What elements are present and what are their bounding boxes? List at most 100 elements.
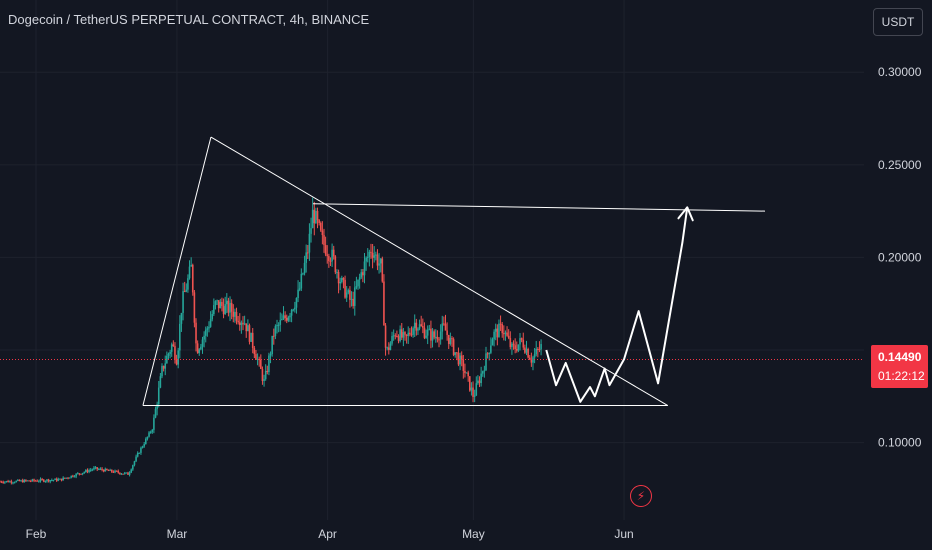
- candle-body: [198, 349, 201, 354]
- candle-body: [452, 339, 455, 355]
- candle-body: [93, 467, 95, 470]
- candle-body: [475, 383, 478, 396]
- candle-body: [313, 209, 316, 224]
- lightning-icon[interactable]: ⚡: [630, 485, 652, 507]
- candle-body: [341, 277, 343, 282]
- candle-body: [96, 467, 98, 470]
- candle-body: [217, 300, 220, 309]
- x-tick-label: Mar: [167, 527, 188, 541]
- candle-body: [407, 332, 410, 336]
- candle-body: [397, 336, 400, 341]
- candle-body: [85, 470, 87, 472]
- candle-body: [460, 355, 463, 360]
- candle-body: [251, 332, 254, 349]
- chart-title: Dogecoin / TetherUS PERPETUAL CONTRACT, …: [8, 12, 370, 27]
- candle-body: [318, 220, 320, 223]
- candle-body: [284, 315, 286, 318]
- candle-body: [412, 328, 414, 335]
- candle-body: [515, 349, 518, 351]
- projection-path[interactable]: [545, 206, 694, 403]
- candle-body: [391, 336, 393, 344]
- candle-body: [535, 348, 538, 355]
- candle-body: [399, 329, 401, 341]
- candle-body: [383, 281, 385, 326]
- candle-body: [481, 371, 484, 374]
- candle-body: [470, 387, 473, 391]
- candle-body: [209, 319, 212, 327]
- candle-body: [524, 347, 526, 353]
- candle-body: [67, 477, 69, 479]
- candle-body: [490, 345, 492, 353]
- candle-body: [70, 475, 73, 478]
- candle-body: [0, 481, 3, 483]
- candle-body: [65, 477, 68, 479]
- candle-body: [185, 289, 188, 292]
- candle-body: [441, 323, 444, 332]
- trendline-triangle-rise[interactable]: [142, 136, 212, 406]
- candle-body: [42, 479, 45, 482]
- candle-body: [104, 468, 107, 472]
- trendline-upper-resistance[interactable]: [313, 203, 766, 212]
- candle-body: [532, 357, 534, 363]
- candle-body: [522, 339, 525, 348]
- candle-body: [99, 468, 102, 470]
- candle-body: [151, 429, 154, 432]
- candle-body: [136, 452, 139, 457]
- candle-body: [154, 409, 157, 418]
- candle-body: [483, 370, 486, 372]
- candle-body: [123, 472, 126, 474]
- candle-body: [23, 479, 26, 483]
- candle-body: [332, 249, 335, 257]
- candle-body: [187, 278, 189, 290]
- candle-body: [148, 432, 150, 437]
- candle-body: [55, 478, 58, 481]
- candle-body: [143, 444, 145, 447]
- candle-body: [365, 257, 367, 262]
- candle-body: [342, 277, 345, 280]
- candle-body: [392, 335, 395, 337]
- candle-body: [107, 470, 110, 472]
- candle-body: [447, 334, 450, 344]
- candle-body: [469, 376, 471, 391]
- candle-body: [38, 481, 40, 483]
- candle-body: [49, 480, 52, 482]
- candle-body: [436, 336, 439, 340]
- candle-body: [183, 291, 186, 293]
- candle-body: [428, 328, 431, 330]
- candle-body: [264, 370, 267, 380]
- candle-body: [462, 359, 465, 371]
- candle-body: [294, 307, 296, 310]
- time-axis[interactable]: Feb Mar Apr May Jun: [26, 527, 634, 541]
- candle-body: [420, 324, 422, 326]
- candle-body: [454, 352, 457, 355]
- candle-body: [51, 480, 53, 482]
- candle-body: [7, 481, 9, 483]
- candle-body: [375, 254, 377, 256]
- candle-body: [511, 343, 513, 348]
- candle-body: [405, 334, 408, 336]
- candle-body: [423, 327, 426, 338]
- candle-body: [20, 480, 22, 482]
- candle-body: [329, 260, 332, 262]
- candle-body: [494, 328, 497, 332]
- candle-body: [373, 255, 376, 258]
- candle-body: [81, 472, 84, 475]
- candle-body: [478, 380, 481, 384]
- candle-body: [376, 254, 379, 266]
- candle-body: [120, 473, 123, 475]
- candle-body: [337, 272, 340, 284]
- candle-body: [434, 336, 437, 338]
- trendline-triangle-descending-top[interactable]: [210, 136, 669, 406]
- trendline-drawings[interactable]: [142, 136, 766, 407]
- projection-line[interactable]: [545, 207, 689, 403]
- candle-body: [352, 298, 354, 306]
- candle-body: [83, 471, 86, 473]
- candle-body: [4, 481, 6, 483]
- candle-body: [537, 348, 539, 350]
- candle-body: [213, 305, 215, 315]
- candle-body: [279, 320, 282, 325]
- currency-button[interactable]: USDT: [873, 8, 923, 36]
- candle-body: [538, 349, 541, 351]
